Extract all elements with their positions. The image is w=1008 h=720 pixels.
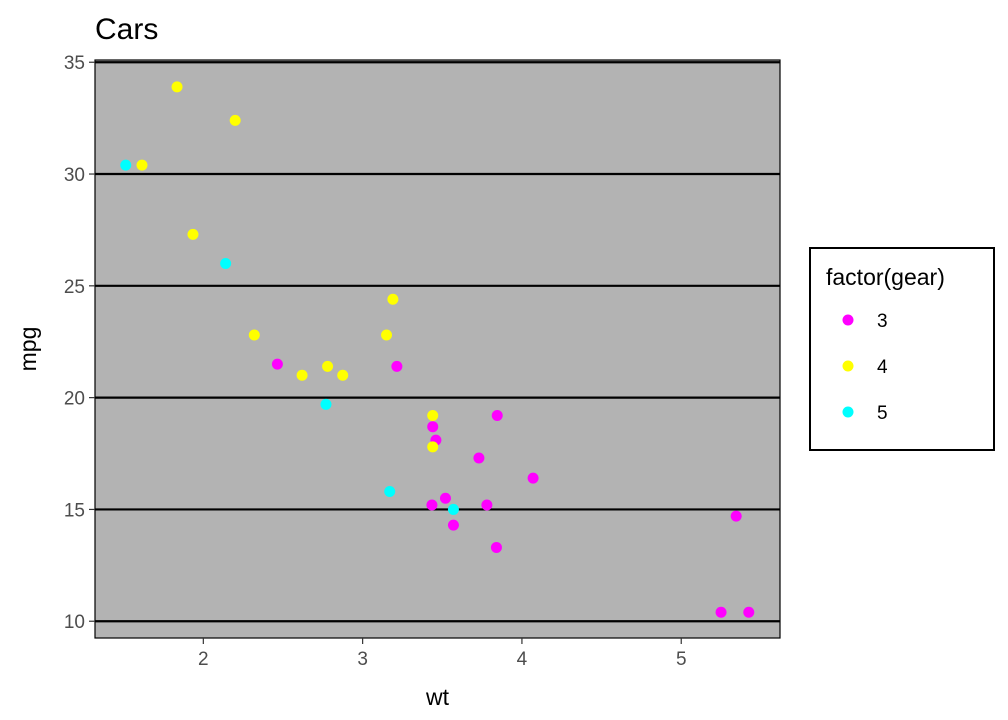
- x-tick-label: 3: [357, 649, 368, 670]
- y-tick-label: 30: [64, 165, 85, 186]
- data-point-gear-4: [337, 369, 349, 381]
- data-point-gear-5: [384, 486, 396, 498]
- x-axis-title: wt: [425, 684, 450, 710]
- y-axis-title: mpg: [15, 327, 41, 372]
- y-tick-label: 25: [64, 277, 85, 298]
- data-point-gear-3: [426, 499, 438, 511]
- chart-title: Cars: [95, 13, 158, 46]
- legend-items: 3 4 5: [842, 311, 888, 424]
- data-point-gear-4: [427, 441, 439, 453]
- legend-title: factor(gear): [826, 264, 945, 290]
- data-point-gear-3: [730, 510, 742, 522]
- data-point-gear-4: [171, 81, 183, 93]
- plot-border: [94, 59, 781, 639]
- legend-label-gear-3: 3: [877, 311, 888, 332]
- x-axis: 2 3 4 5: [198, 638, 687, 670]
- data-point-gear-3: [439, 492, 451, 504]
- legend-key-gear-4: [842, 360, 854, 372]
- data-point-gear-4: [322, 360, 334, 372]
- x-tick-label: 5: [676, 649, 687, 670]
- legend-label-gear-5: 5: [877, 403, 888, 424]
- data-point-gear-4: [187, 228, 199, 240]
- data-point-gear-3: [391, 360, 403, 372]
- x-tick-label: 2: [198, 649, 209, 670]
- y-tick-label: 35: [64, 53, 85, 74]
- data-points: [120, 81, 755, 618]
- legend-key-gear-5: [842, 406, 854, 418]
- data-point-gear-5: [220, 257, 232, 269]
- legend-key-gear-3: [842, 314, 854, 326]
- data-point-gear-5: [447, 503, 459, 515]
- data-point-gear-4: [427, 410, 439, 422]
- data-point-gear-4: [387, 293, 399, 305]
- data-point-gear-5: [120, 159, 132, 171]
- data-point-gear-4: [229, 114, 241, 126]
- data-point-gear-3: [473, 452, 485, 464]
- legend-label-gear-4: 4: [877, 357, 888, 378]
- data-point-gear-5: [320, 398, 332, 410]
- data-point-gear-3: [715, 606, 727, 618]
- data-point-gear-3: [447, 519, 459, 531]
- y-axis: 10 15 20 25 30 35: [64, 53, 95, 633]
- data-point-gear-3: [743, 606, 755, 618]
- data-point-gear-4: [136, 159, 148, 171]
- data-point-gear-4: [248, 329, 260, 341]
- data-point-gear-4: [381, 329, 393, 341]
- legend: factor(gear) 3 4 5: [809, 247, 995, 451]
- x-tick-label: 4: [517, 649, 528, 670]
- data-point-gear-4: [296, 369, 308, 381]
- data-point-gear-3: [481, 499, 493, 511]
- y-tick-label: 15: [64, 500, 85, 521]
- plot-panel: [95, 60, 780, 638]
- gridlines: [95, 61, 780, 623]
- data-point-gear-3: [271, 358, 283, 370]
- data-point-gear-3: [527, 472, 539, 484]
- data-point-gear-3: [490, 541, 502, 553]
- data-point-gear-3: [427, 421, 439, 433]
- data-point-gear-3: [491, 410, 503, 422]
- y-tick-label: 20: [64, 389, 85, 410]
- legend-box: [809, 247, 995, 451]
- y-tick-label: 10: [64, 612, 85, 633]
